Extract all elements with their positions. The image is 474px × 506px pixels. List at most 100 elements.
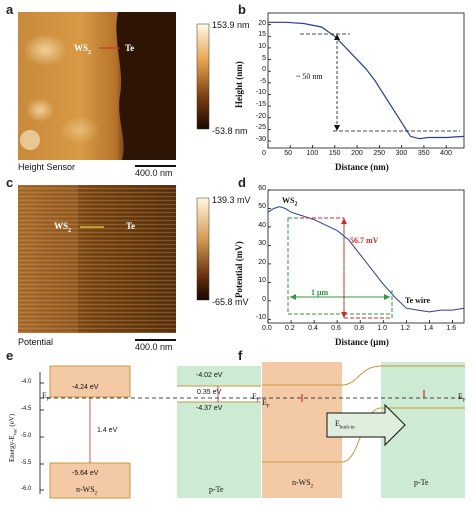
plot-b-ticks bbox=[267, 24, 447, 148]
band-e-ytick-2: -5.0 bbox=[21, 433, 32, 439]
plot-b-curve bbox=[268, 21, 465, 140]
band-e-ytick-1: -4.5 bbox=[21, 406, 32, 412]
panel-letter-a: a bbox=[6, 2, 14, 17]
d-ytick-label: 50 bbox=[258, 203, 266, 211]
plot-d-curve bbox=[267, 206, 465, 313]
band-f-ef-left: EF bbox=[252, 392, 260, 404]
panel-letter-e: e bbox=[6, 348, 14, 363]
b-ytick-label: -10 bbox=[255, 89, 266, 97]
d-ytick-label: 40 bbox=[258, 221, 266, 229]
b-xtick-label: 150 bbox=[328, 150, 341, 157]
plot-d-xlabel: Distance (μm) bbox=[335, 337, 389, 347]
d-xtick-label: 0.0 bbox=[262, 325, 272, 332]
plot-b-annotation bbox=[300, 33, 460, 132]
plot-d-te-label: Te wire bbox=[405, 296, 431, 305]
colorbar-max-c: 139.3 mV bbox=[212, 195, 251, 205]
b-ytick-label: -5 bbox=[259, 77, 266, 85]
plot-b-xlabel: Distance (nm) bbox=[335, 162, 389, 172]
plot-d-um-label: 1 μm bbox=[311, 288, 329, 297]
b-xtick-label: 50 bbox=[284, 150, 293, 157]
band-e-ws2-cb: -4.24 eV bbox=[72, 384, 99, 391]
d-ytick-label: 20 bbox=[258, 258, 266, 266]
panel-letter-f: f bbox=[238, 348, 243, 363]
b-ytick-label: 5 bbox=[262, 54, 266, 62]
plot-d-ws2-label: WS2 bbox=[282, 196, 298, 208]
height-map bbox=[18, 12, 176, 160]
panel-letter-c: c bbox=[6, 175, 14, 190]
plot-d-frame bbox=[267, 189, 465, 324]
d-xtick-label: 1.4 bbox=[423, 325, 434, 332]
d-xtick-label: 0.2 bbox=[285, 325, 295, 332]
colorbar-min-a: -53.8 nm bbox=[212, 126, 248, 136]
band-e-ylabel: Energy-Evac (eV) bbox=[8, 413, 19, 462]
plot-b-ylabel: Height (nm) bbox=[234, 61, 244, 108]
scale-bar-label-a: 400.0 nm bbox=[135, 168, 173, 178]
d-xtick-label: 1.2 bbox=[400, 325, 411, 332]
band-e-te-fermi: -4.37 eV bbox=[196, 405, 223, 412]
band-e-ytick-3: -5.5 bbox=[21, 460, 32, 466]
band-f-right-name: p-Te bbox=[414, 478, 429, 487]
b-ytick-label: -20 bbox=[255, 112, 266, 120]
band-e-ytick-0: -4.0 bbox=[21, 379, 32, 385]
d-xtick-label: 0.8 bbox=[354, 325, 364, 332]
b-xtick-label: 0 bbox=[262, 150, 266, 157]
scale-bar-label-c: 400.0 nm bbox=[135, 342, 173, 352]
d-xtick-label: 1.6 bbox=[446, 325, 457, 332]
b-ytick-label: -30 bbox=[255, 136, 266, 144]
d-xtick-label: 0.4 bbox=[308, 325, 318, 332]
band-e-ef-right: EF bbox=[262, 398, 270, 410]
plot-d-mv-label: 56.7 mV bbox=[350, 236, 379, 245]
ws2-label-a: WS2 bbox=[74, 43, 92, 56]
mode-label-c: Potential bbox=[18, 337, 54, 347]
plot-d-ticks bbox=[267, 189, 453, 323]
band-e-left-name: n-WS2 bbox=[76, 485, 98, 497]
mode-label-a: Height Sensor bbox=[18, 162, 76, 172]
d-ytick-label: 10 bbox=[258, 277, 266, 285]
b-xtick-label: 350 bbox=[417, 150, 430, 157]
band-e-te-cb: -4.02 eV bbox=[196, 372, 223, 379]
colorbar-c bbox=[196, 197, 210, 301]
b-ytick-label: 20 bbox=[258, 19, 266, 27]
colorbar-max-a: 153.9 nm bbox=[212, 20, 250, 30]
b-xtick-label: 400 bbox=[440, 150, 452, 157]
d-ytick-label: 30 bbox=[258, 240, 266, 248]
te-label-a: Te bbox=[125, 43, 135, 53]
panel-letter-b: b bbox=[238, 2, 246, 17]
colorbar-min-c: -65.8 mV bbox=[212, 297, 249, 307]
colorbar-a bbox=[196, 23, 210, 130]
band-e-ytick-4: -6.0 bbox=[21, 486, 32, 492]
d-xtick-label: 0.6 bbox=[331, 325, 341, 332]
te-label-c: Te bbox=[126, 221, 136, 231]
band-e-ef-left: EF bbox=[42, 391, 50, 403]
b-ytick-label: 10 bbox=[258, 42, 266, 50]
plot-b-annotation-label: ~ 50 nm bbox=[296, 72, 323, 81]
d-ytick-label: 0 bbox=[262, 295, 266, 303]
plot-d-ylabel: Potential (mV) bbox=[234, 241, 244, 298]
band-e-te-offset: 0.35 eV bbox=[197, 389, 222, 396]
panel-letter-d: d bbox=[238, 175, 246, 190]
b-xtick-label: 250 bbox=[373, 150, 386, 157]
band-f-ef-right: EF bbox=[458, 392, 466, 404]
band-e-right-name: p-Te bbox=[209, 485, 224, 494]
plot-b-frame bbox=[267, 12, 465, 149]
built-in-field-arrow-icon bbox=[326, 403, 406, 447]
band-f-field-label: Ebuilt-in bbox=[335, 419, 355, 431]
d-ytick-label: 60 bbox=[258, 185, 266, 192]
b-ytick-label: 15 bbox=[258, 31, 266, 39]
band-e-gap: 1.4 eV bbox=[97, 427, 118, 434]
band-f-left-name: n-WS2 bbox=[292, 478, 314, 490]
b-ytick-label: -15 bbox=[255, 101, 266, 109]
b-ytick-label: 0 bbox=[262, 66, 266, 74]
b-xtick-label: 300 bbox=[395, 150, 408, 157]
d-ytick-label: -10 bbox=[255, 314, 266, 322]
band-diagram-f bbox=[262, 362, 465, 498]
b-xtick-label: 100 bbox=[306, 150, 319, 157]
potential-map bbox=[18, 185, 176, 333]
plot-d-annotation bbox=[287, 217, 393, 320]
b-ytick-label: -25 bbox=[255, 124, 266, 132]
b-xtick-label: 200 bbox=[351, 150, 363, 157]
band-e-ws2-vb: -5.64 eV bbox=[72, 470, 99, 477]
ws2-label-c: WS2 bbox=[54, 221, 72, 234]
d-xtick-label: 1.0 bbox=[377, 325, 388, 332]
